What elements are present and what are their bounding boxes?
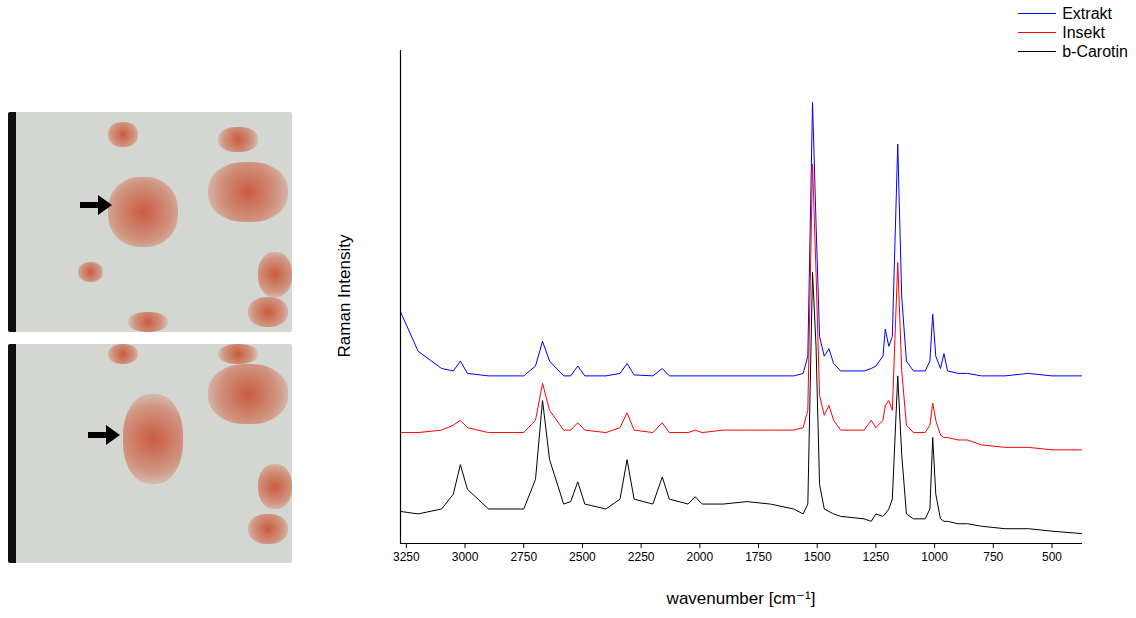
svg-text:2750: 2750 <box>510 550 537 564</box>
svg-text:2500: 2500 <box>569 550 596 564</box>
svg-text:1000: 1000 <box>921 550 948 564</box>
svg-text:750: 750 <box>983 550 1003 564</box>
html-text:Extrakt: Extrakt <box>1062 4 1112 22</box>
html-text:wavenumber [cm⁻¹]: wavenumber [cm⁻¹] <box>666 589 816 608</box>
svg-text:1500: 1500 <box>804 550 831 564</box>
svg-text:3250: 3250 <box>393 550 420 564</box>
svg-text:3000: 3000 <box>452 550 479 564</box>
svg-text:1250: 1250 <box>863 550 890 564</box>
svg-text:2000: 2000 <box>686 550 713 564</box>
svg-text:500: 500 <box>1042 550 1062 564</box>
svg-text:2250: 2250 <box>628 550 655 564</box>
svg-text:1750: 1750 <box>745 550 772 564</box>
html-text:Insekt: Insekt <box>1062 23 1105 41</box>
html-text:Raman Intensity: Raman Intensity <box>335 234 354 358</box>
html-text:b-Carotin: b-Carotin <box>1062 42 1128 60</box>
